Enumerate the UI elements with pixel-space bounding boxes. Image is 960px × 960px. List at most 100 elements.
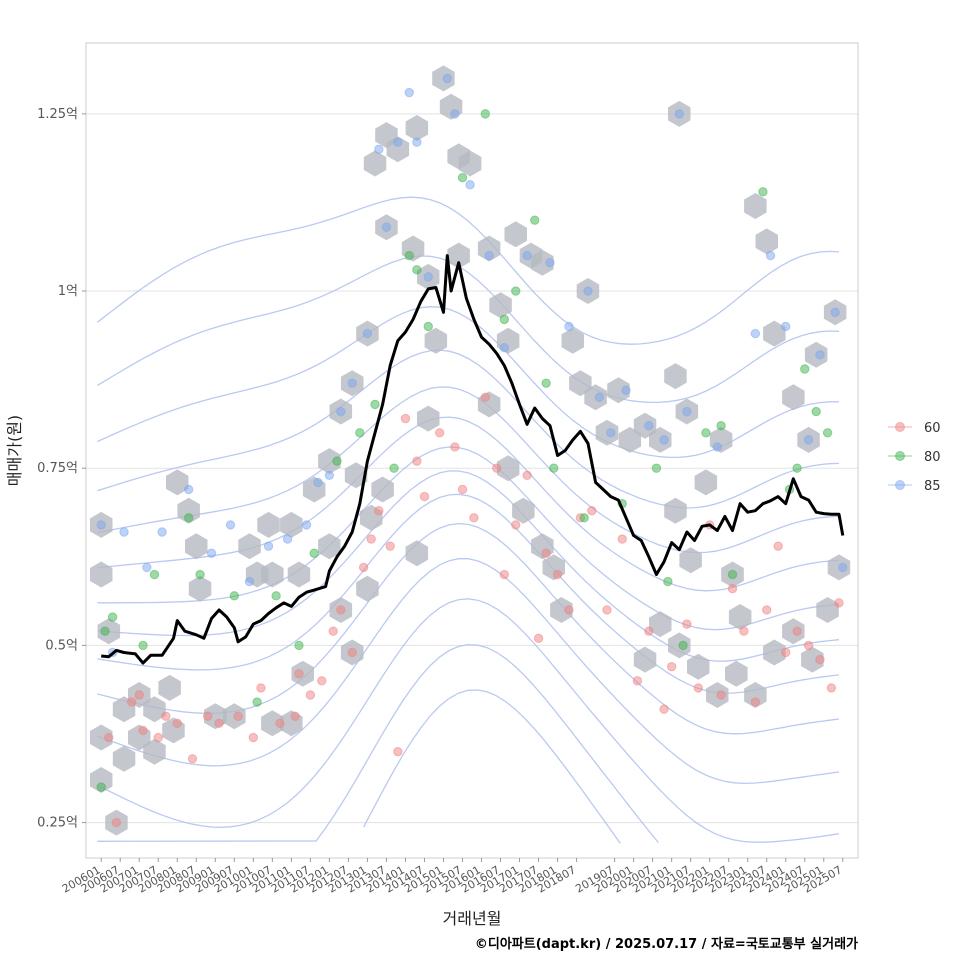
- data-point-60: [659, 704, 669, 714]
- hexbin: [679, 547, 702, 574]
- data-point-85: [781, 321, 791, 332]
- data-point-85: [442, 73, 452, 84]
- hexbin: [561, 327, 584, 354]
- hexbin: [649, 611, 672, 638]
- data-point-85: [830, 307, 840, 318]
- data-point-80: [138, 640, 148, 651]
- y-tick-label: 0.25억: [37, 816, 78, 831]
- hexbin: [257, 511, 280, 538]
- y-axis-title: 매매가(원): [5, 415, 24, 486]
- hexbin: [763, 639, 786, 666]
- data-point-60: [393, 746, 403, 757]
- contour-line: [97, 598, 840, 843]
- data-point-80: [541, 378, 551, 388]
- data-point-85: [96, 520, 106, 530]
- data-point-60: [499, 569, 510, 580]
- data-point-60: [587, 506, 597, 516]
- hexbin: [287, 561, 311, 588]
- plot-frame: [85, 42, 859, 859]
- data-point-60: [305, 690, 316, 700]
- hexbin: [90, 767, 113, 793]
- data-point-60: [815, 654, 825, 665]
- hexbin: [356, 575, 379, 602]
- data-point-85: [594, 392, 605, 403]
- data-point-60: [187, 754, 198, 764]
- legend-label: 60: [924, 421, 941, 436]
- hexbin: [782, 384, 805, 411]
- hexbin: [763, 320, 786, 347]
- data-point-85: [336, 406, 346, 417]
- contour-line: [97, 416, 840, 592]
- hexbin: [177, 497, 200, 524]
- data-point-60: [602, 605, 612, 615]
- hexbin: [363, 150, 387, 177]
- data-point-60: [632, 676, 643, 686]
- data-point-85: [644, 420, 654, 431]
- y-axis-ticks: 0.25억 0.5억 0.75억 1억 1.25억: [37, 107, 86, 831]
- data-point-80: [716, 420, 726, 431]
- data-point-60: [511, 520, 521, 530]
- data-point-60: [317, 676, 327, 686]
- hexbin: [489, 292, 512, 319]
- hexbin: [386, 136, 410, 163]
- contour-line: [97, 386, 840, 554]
- hexbin: [405, 115, 429, 141]
- source-caption: ©디아파트(dapt.kr) / 2025.07.17 / 자료=국토교통부 실…: [475, 936, 858, 952]
- data-point-60: [727, 583, 738, 594]
- data-point-85: [659, 435, 669, 445]
- data-point-85: [838, 562, 848, 573]
- data-point-85: [142, 562, 152, 573]
- data-point-80: [229, 591, 240, 601]
- data-point-60: [457, 484, 468, 495]
- hexbin: [261, 710, 284, 737]
- data-point-60: [803, 640, 814, 651]
- data-point-60: [366, 534, 376, 544]
- data-point-85: [564, 321, 574, 332]
- data-point-60: [248, 732, 259, 743]
- data-point-60: [564, 605, 574, 615]
- data-point-60: [644, 626, 654, 636]
- data-point-85: [423, 272, 433, 282]
- data-point-80: [412, 265, 422, 275]
- contour-line: [97, 196, 840, 345]
- hexbin: [318, 533, 341, 560]
- data-point-80: [183, 513, 194, 523]
- hexbin: [166, 469, 189, 496]
- hexbin: [344, 462, 368, 489]
- trend-line-layer: [101, 254, 845, 665]
- data-point-80: [701, 428, 711, 438]
- data-point-80: [149, 569, 160, 580]
- data-point-80: [663, 576, 673, 587]
- legend: 60 80 85: [888, 421, 941, 494]
- hexbin: [801, 646, 824, 673]
- hexbin: [496, 455, 520, 482]
- data-point-85: [183, 484, 194, 495]
- data-point-80: [252, 697, 262, 707]
- data-point-85: [393, 137, 403, 147]
- contour-line: [97, 643, 659, 843]
- legend-key-point: [895, 480, 905, 490]
- data-point-80: [294, 640, 304, 651]
- x-axis-title: 거래년월: [443, 909, 502, 928]
- data-point-60: [834, 598, 844, 608]
- data-point-85: [803, 435, 814, 445]
- data-point-85: [225, 520, 236, 530]
- data-point-60: [762, 605, 772, 615]
- data-point-60: [750, 697, 761, 707]
- hexbin: [90, 561, 113, 588]
- data-point-60: [138, 725, 148, 736]
- data-point-80: [195, 569, 205, 580]
- hexbin: [112, 745, 136, 772]
- data-point-85: [404, 87, 414, 98]
- data-point-60: [666, 661, 677, 672]
- hexbin: [405, 540, 429, 567]
- data-point-85: [583, 286, 593, 296]
- hexbin: [424, 327, 448, 354]
- data-point-60: [617, 534, 627, 544]
- data-point-60: [773, 541, 783, 551]
- contour-line: [97, 558, 840, 785]
- contour-line: [97, 470, 840, 662]
- data-point-60: [716, 690, 726, 700]
- contour-line: [363, 689, 621, 844]
- data-point-60: [412, 456, 422, 466]
